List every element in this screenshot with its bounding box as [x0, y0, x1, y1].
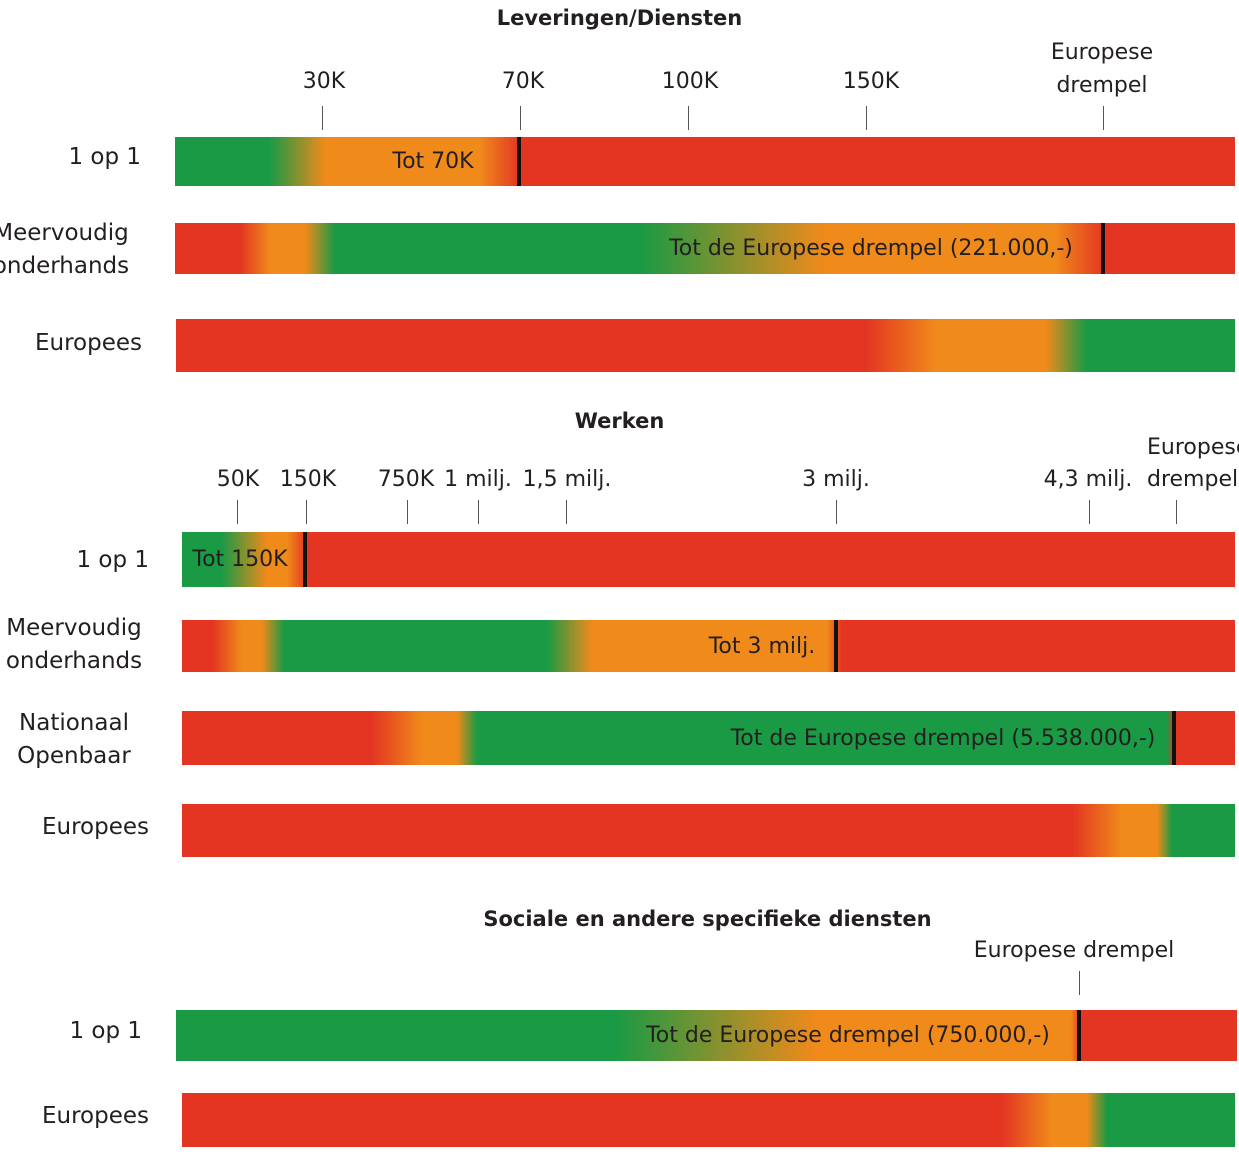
tick-line-50k — [237, 500, 238, 524]
bar-europees — [182, 1093, 1235, 1147]
tick-label-3milj: 3 milj. — [802, 467, 870, 492]
tick-line-750k — [407, 500, 408, 524]
tick-line-3milj — [836, 500, 837, 524]
bar-text-1op1: Tot 150K — [192, 547, 288, 572]
row-label-europees: Europees — [41, 814, 149, 840]
bar-meervoudig: Tot de Europese drempel (221.000,-) — [175, 223, 1235, 274]
row-label-nationaal-openbaar: Nationaal Openbaar — [17, 710, 131, 769]
tick-label-europese-drempel: Europese drempel — [1050, 40, 1154, 98]
row-label-1op1: 1 op 1 — [76, 547, 149, 573]
row-label-1op1: 1 op 1 — [69, 1018, 142, 1044]
tick-label-europese-drempel: Europese drempel — [1147, 435, 1239, 492]
bar-text-1op1: Tot de Europese drempel (750.000,-) — [646, 1023, 1050, 1048]
tick-line-1-5milj — [566, 500, 567, 524]
threshold-marker — [303, 532, 307, 587]
section-title-sociale-diensten: Sociale en andere specifieke diensten — [483, 907, 932, 931]
bar-1op1: Tot de Europese drempel (750.000,-) — [176, 1010, 1237, 1061]
bar-text-1op1: Tot 70K — [392, 149, 474, 174]
tick-label-70k: 70K — [501, 69, 545, 94]
tick-line-europese-drempel — [1176, 500, 1177, 524]
threshold-marker — [1101, 223, 1105, 274]
bar-meervoudig: Tot 3 milj. — [182, 620, 1235, 672]
bar-1op1: Tot 150K — [182, 532, 1235, 587]
threshold-marker — [1077, 1010, 1081, 1061]
row-label-1op1: 1 op 1 — [68, 144, 141, 170]
row-label-meervoudig: Meervoudig onderhands — [0, 220, 130, 279]
tick-line-150k — [306, 500, 307, 524]
tick-line-1milj — [478, 500, 479, 524]
bar-europees — [182, 804, 1235, 857]
row-label-meervoudig: Meervoudig onderhands — [5, 615, 143, 674]
tick-line-70k — [520, 106, 521, 130]
tick-line-4-3milj — [1089, 500, 1090, 524]
section-title-leveringen: Leveringen/Diensten — [496, 6, 743, 30]
tick-label-150k: 150K — [842, 69, 900, 94]
tick-label-4-3milj: 4,3 milj. — [1043, 467, 1133, 492]
tick-line-europese-drempel — [1079, 971, 1080, 995]
row-label-europees: Europees — [41, 1103, 149, 1129]
tick-line-150k — [866, 106, 867, 130]
tick-label-50k: 50K — [216, 467, 260, 492]
bar-text-nationaal-openbaar: Tot de Europese drempel (5.538.000,-) — [730, 725, 1156, 751]
bar-1op1: Tot 70K — [175, 137, 1235, 186]
tick-line-30k — [322, 106, 323, 130]
threshold-marker — [834, 620, 838, 672]
threshold-marker — [517, 137, 521, 186]
tick-label-100k: 100K — [661, 69, 719, 94]
bar-text-meervoudig: Tot 3 milj. — [708, 633, 816, 659]
bar-europees — [176, 319, 1235, 372]
threshold-marker — [1172, 711, 1176, 765]
section-title-werken: Werken — [574, 409, 665, 433]
tick-label-750k: 750K — [377, 467, 435, 492]
bar-nationaal-openbaar: Tot de Europese drempel (5.538.000,-) — [182, 711, 1235, 765]
tick-label-1milj: 1 milj. — [444, 467, 512, 492]
tick-label-europese-drempel: Europese drempel — [973, 938, 1175, 963]
tick-label-1-5milj: 1,5 milj. — [522, 467, 612, 492]
tick-line-europese-drempel — [1103, 106, 1104, 130]
bar-text-meervoudig: Tot de Europese drempel (221.000,-) — [669, 236, 1073, 261]
row-label-europees: Europees — [34, 330, 142, 356]
tick-label-150k: 150K — [279, 467, 337, 492]
tick-line-100k — [688, 106, 689, 130]
tick-label-30k: 30K — [302, 69, 346, 94]
